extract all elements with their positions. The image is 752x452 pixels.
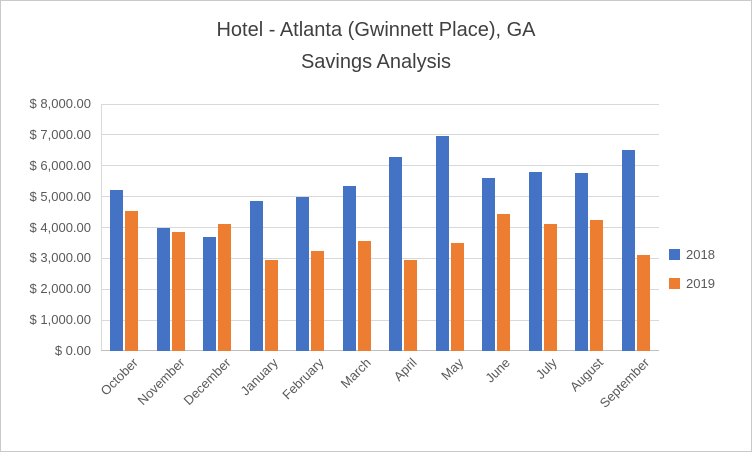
x-axis-tick-label: November (134, 355, 188, 409)
bar-2018-july (528, 171, 542, 351)
bar-2019-february (311, 250, 325, 351)
bar-2019-december (218, 224, 232, 351)
bar-group-december (194, 104, 241, 351)
legend-item-2018: 2018 (669, 247, 715, 262)
bar-group-july (520, 104, 567, 351)
gridline (101, 103, 659, 105)
legend-label-2018: 2018 (686, 247, 715, 262)
bar-group-february (287, 104, 334, 351)
x-axis-tick-label: June (482, 355, 513, 386)
bar-group-march (334, 104, 381, 351)
bar-2019-january (264, 259, 278, 351)
bar-group-january (241, 104, 288, 351)
chart-title-line2: Savings Analysis (300, 51, 452, 73)
gridline (101, 227, 659, 228)
y-axis-tick-label: $ 6,000.00 (29, 157, 91, 173)
bar-2018-december (203, 236, 217, 351)
bar-group-november (148, 104, 195, 351)
y-axis-tick-label: $ 8,000.00 (29, 96, 91, 111)
plot-area (101, 103, 660, 351)
bar-2019-july (543, 224, 557, 351)
x-axis-tick-label: December (180, 355, 234, 409)
bar-group-april (380, 104, 427, 351)
bar-2019-june (497, 213, 511, 351)
bar-group-may (427, 104, 474, 351)
bar-2018-february (296, 196, 310, 351)
bar-2019-august (590, 219, 604, 351)
gridline (101, 288, 659, 290)
bar-2018-june (482, 178, 496, 351)
y-axis-tick-label: $ 5,000.00 (29, 188, 91, 204)
bar-2018-september (621, 150, 635, 351)
gridline (101, 196, 659, 198)
x-axis-tick-label: February (279, 355, 327, 403)
gridline (101, 134, 659, 136)
y-axis-tick-label: $ 4,000.00 (29, 219, 91, 235)
x-axis-tick-label: April (390, 355, 420, 385)
bar-group-october (101, 104, 148, 351)
legend: 2018 2019 (669, 247, 715, 291)
x-axis-line (101, 350, 659, 351)
bar-2019-september (636, 255, 650, 351)
legend-item-2019: 2019 (669, 276, 715, 291)
bar-2018-november (156, 227, 170, 351)
bar-2018-october (110, 190, 124, 351)
bar-2019-may (450, 242, 464, 351)
bar-2019-november (171, 232, 185, 351)
y-axis-tick-label: $ 7,000.00 (29, 126, 91, 142)
x-axis-tick-label: September (596, 355, 653, 411)
legend-swatch-2019 (669, 278, 680, 289)
chart-title-line1: Hotel - Atlanta (Gwinnett Place), GA (216, 19, 536, 41)
x-axis-tick-label: August (566, 355, 606, 395)
x-axis-tick-label: July (532, 355, 560, 382)
y-axis-tick-label: $ 0.00 (54, 343, 91, 358)
legend-swatch-2018 (669, 249, 680, 260)
legend-label-2019: 2019 (686, 276, 715, 291)
gridline (101, 165, 659, 167)
x-axis-tick-label: May (438, 355, 467, 383)
y-axis-tick-label: $ 1,000.00 (29, 312, 91, 328)
bar-group-august (566, 104, 613, 351)
x-axis-tick-label: January (237, 355, 281, 399)
bar-2018-march (342, 185, 356, 351)
bar-group-june (473, 104, 520, 351)
bar-2018-may (435, 136, 449, 351)
bar-2018-january (249, 201, 263, 351)
bar-2018-august (575, 173, 589, 351)
bar-group-september (613, 104, 660, 351)
gridline (101, 257, 659, 259)
y-axis-tick-label: $ 2,000.00 (29, 281, 91, 297)
bar-2019-march (357, 241, 371, 351)
x-axis-tick-label: October (97, 355, 141, 399)
gridline (101, 319, 659, 321)
x-axis-tick-label: March (337, 355, 374, 392)
bar-2018-april (389, 156, 403, 351)
y-axis-tick-label: $ 3,000.00 (29, 250, 91, 266)
bar-2019-october (125, 210, 139, 351)
bar-2019-april (404, 259, 418, 351)
